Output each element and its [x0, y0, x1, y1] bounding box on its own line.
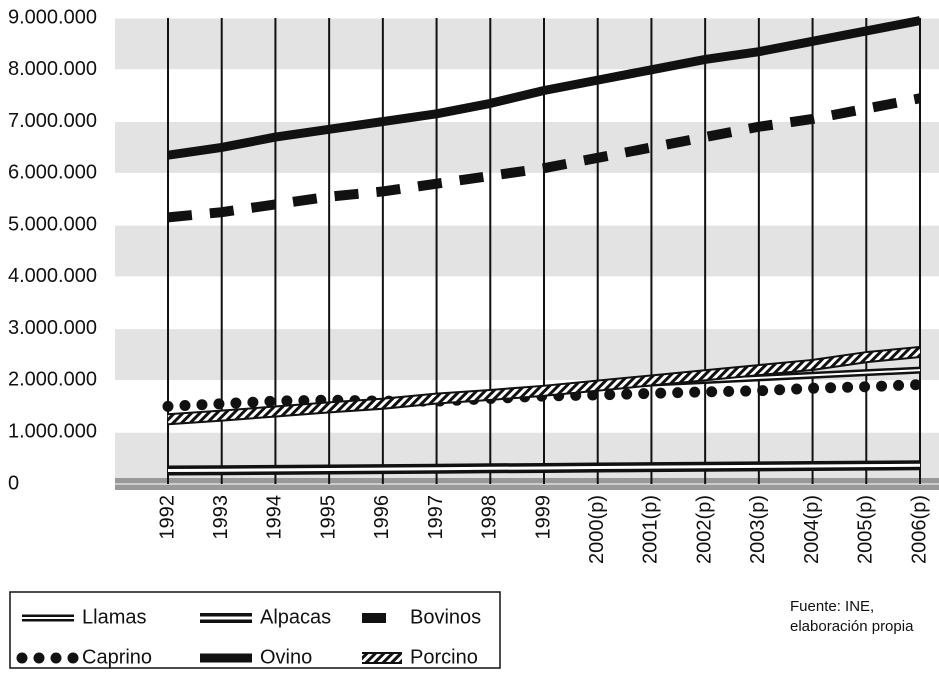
x-tick-label: 2006(p)	[908, 495, 930, 564]
x-tick-label: 2005(p)	[855, 495, 877, 564]
source: elaboración propia	[790, 618, 914, 635]
y-tick-label: 1.000.000	[8, 421, 97, 443]
grid-band	[115, 432, 939, 484]
y-tick-label: 0	[8, 472, 19, 494]
x-tick-label: 1995	[317, 495, 339, 540]
grid-band	[115, 121, 939, 174]
series-line	[167, 93, 921, 223]
y-tick-label: 6.000.000	[8, 162, 97, 184]
y-tick-label: 7.000.000	[8, 110, 97, 132]
x-tick-label: 1999	[532, 495, 554, 540]
series-line-inner	[167, 463, 921, 473]
grid-band	[115, 225, 939, 277]
x-tick-label: 1993	[210, 495, 232, 540]
x-tick-label: 1992	[156, 495, 178, 540]
series-line-inner	[167, 347, 921, 424]
legend-label: Porcino	[410, 646, 478, 668]
x-tick-label: 2001(p)	[640, 495, 662, 564]
x-tick-label: 2004(p)	[801, 495, 823, 564]
x-tick-label: 1996	[371, 495, 393, 540]
y-tick-label: 5.000.000	[8, 213, 97, 235]
legend-label: Bovinos	[410, 606, 481, 628]
legend-label: Llamas	[82, 606, 146, 628]
legend-label: Ovino	[260, 646, 312, 668]
x-tick-label: 1994	[264, 495, 286, 540]
legend-label: Alpacas	[260, 606, 331, 628]
y-tick-label: 2.000.000	[8, 369, 97, 391]
x-tick-label: 1998	[479, 495, 501, 540]
y-tick-label: 4.000.000	[8, 265, 97, 287]
y-tick-label: 3.000.000	[8, 317, 97, 339]
series-line	[167, 16, 921, 160]
x-tick-label: 2002(p)	[693, 495, 715, 564]
x-tick-label: 2000(p)	[586, 495, 608, 564]
y-tick-label: 9.000.000	[8, 6, 97, 28]
legend-label: Caprino	[82, 646, 152, 668]
x-tick-label: 2003(p)	[747, 495, 769, 564]
y-tick-label: 8.000.000	[8, 58, 97, 80]
x-tick-label: 1997	[425, 495, 447, 540]
source: Fuente: INE,	[790, 598, 874, 615]
legend-box	[9, 591, 501, 669]
